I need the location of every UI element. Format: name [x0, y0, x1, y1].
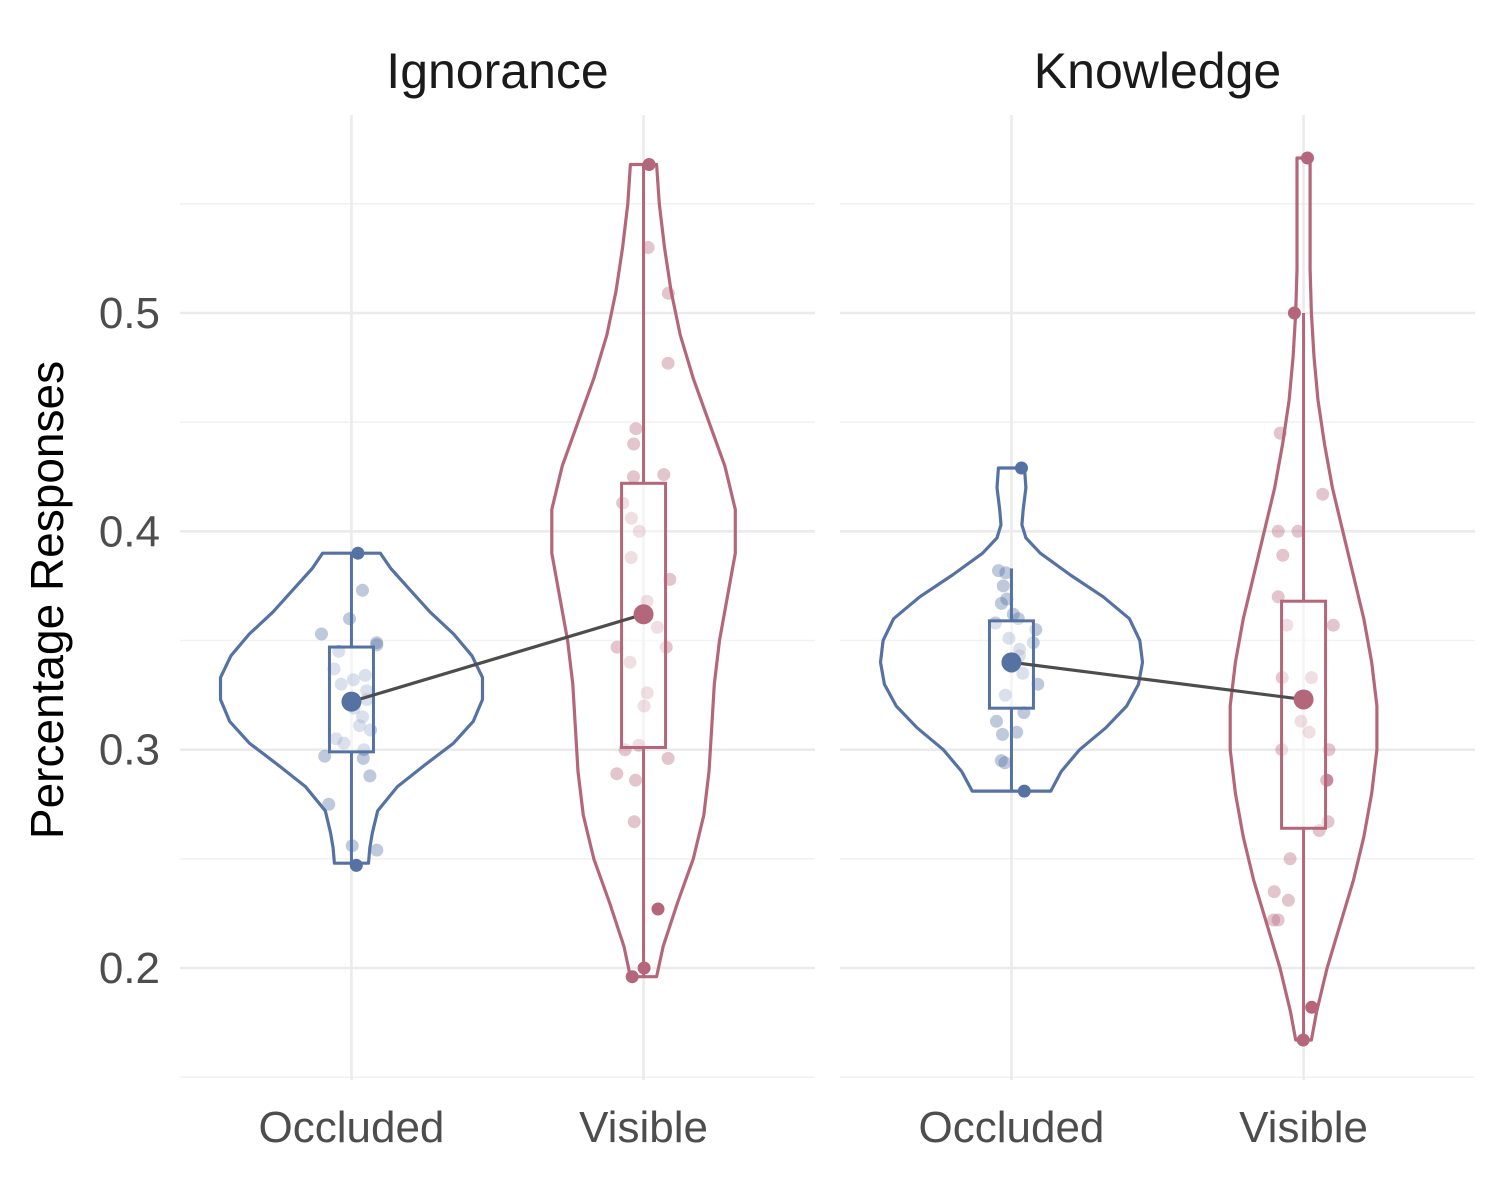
violin-shape: [878, 466, 1145, 793]
data-point: [996, 727, 1009, 741]
data-point: [370, 843, 384, 857]
data-point: [1267, 913, 1281, 927]
data-point: [356, 751, 370, 765]
y-tick-label: 0.3: [99, 726, 160, 775]
mean-connector-line: [350, 612, 645, 704]
mean-point: [341, 691, 362, 712]
violin-shape: [550, 162, 737, 979]
group-occluded: [218, 546, 485, 872]
data-point: [992, 564, 1005, 578]
y-tick-label: 0.5: [99, 289, 160, 338]
data-point: [1281, 893, 1295, 907]
data-point: [322, 797, 336, 811]
data-point: [1283, 852, 1297, 866]
outlier-point: [1296, 1033, 1310, 1047]
x-tick-label: Visible: [579, 1103, 708, 1152]
data-point: [334, 677, 348, 691]
data-point: [661, 356, 675, 370]
data-point: [363, 769, 377, 783]
y-tick-label: 0.4: [99, 507, 160, 556]
x-tick-label: Visible: [1239, 1103, 1368, 1152]
data-point: [610, 767, 624, 781]
y-axis-title: Percentage Responses: [21, 361, 73, 839]
x-tick-label: Occluded: [919, 1103, 1105, 1152]
outlier-point: [1287, 306, 1301, 320]
data-point: [358, 668, 372, 682]
data-point: [629, 422, 643, 436]
data-point: [637, 699, 651, 713]
facet-panel-knowledge: Knowledge Occluded Visible: [840, 43, 1475, 1152]
data-point: [999, 566, 1013, 580]
data-point: [343, 612, 356, 626]
data-point: [640, 686, 654, 700]
x-tick-label: Occluded: [259, 1103, 445, 1152]
outlier-point: [625, 970, 639, 984]
data-point: [629, 773, 642, 787]
data-point: [1010, 725, 1024, 739]
outlier-point: [1015, 461, 1028, 475]
data-point: [1276, 548, 1290, 562]
data-point: [657, 468, 671, 482]
data-point: [1016, 666, 1030, 680]
violin-shape: [1228, 156, 1379, 1042]
data-point: [329, 732, 343, 746]
mean-point: [633, 604, 654, 625]
data-point: [315, 627, 328, 641]
mean-connector-line: [1011, 660, 1304, 702]
data-point: [356, 583, 369, 597]
facet-panel-ignorance: Ignorance Occluded Visible: [180, 43, 815, 1152]
outlier-point: [351, 546, 365, 560]
data-point: [356, 710, 369, 724]
mean-point: [1293, 689, 1314, 710]
data-point: [623, 655, 637, 669]
data-point: [353, 719, 367, 733]
data-point: [1302, 725, 1316, 739]
data-point: [627, 437, 641, 451]
data-point: [627, 815, 641, 829]
outlier-point: [1305, 1000, 1319, 1014]
data-point: [1271, 913, 1285, 927]
data-point: [627, 470, 640, 484]
group-visible: [1228, 151, 1379, 1047]
data-point: [1271, 524, 1285, 538]
data-point: [1267, 885, 1281, 899]
box: [1280, 599, 1328, 830]
data-point: [998, 756, 1012, 770]
data-point: [994, 754, 1008, 768]
facet-title: Ignorance: [386, 43, 608, 99]
data-point: [661, 286, 675, 300]
data-point: [1291, 524, 1305, 538]
data-point: [624, 551, 638, 564]
y-tick-label: 0.2: [99, 944, 160, 993]
data-point: [632, 524, 646, 538]
data-point: [1305, 671, 1318, 685]
data-point: [994, 596, 1008, 610]
data-point: [1273, 426, 1287, 440]
outlier-point: [1017, 784, 1031, 798]
data-point: [360, 684, 374, 698]
data-point: [1316, 487, 1330, 501]
outlier-point: [651, 902, 665, 916]
data-point: [998, 688, 1012, 702]
mean-point: [1001, 652, 1022, 673]
outlier-point: [1301, 151, 1314, 165]
data-point: [346, 673, 360, 687]
data-point: [1294, 714, 1308, 728]
data-point: [337, 736, 351, 750]
facet-title: Knowledge: [1034, 43, 1281, 99]
outlier-point: [349, 858, 363, 872]
data-point: [1002, 631, 1016, 645]
outlier-point: [637, 961, 651, 975]
data-point: [661, 751, 675, 765]
outlier-point: [642, 158, 656, 171]
data-point: [624, 511, 638, 525]
violin-shape: [218, 551, 485, 865]
data-point: [1013, 642, 1027, 656]
data-point: [650, 620, 664, 634]
data-point: [1280, 618, 1294, 632]
data-point: [996, 579, 1010, 593]
data-point: [1326, 618, 1340, 632]
data-point: [990, 714, 1003, 728]
